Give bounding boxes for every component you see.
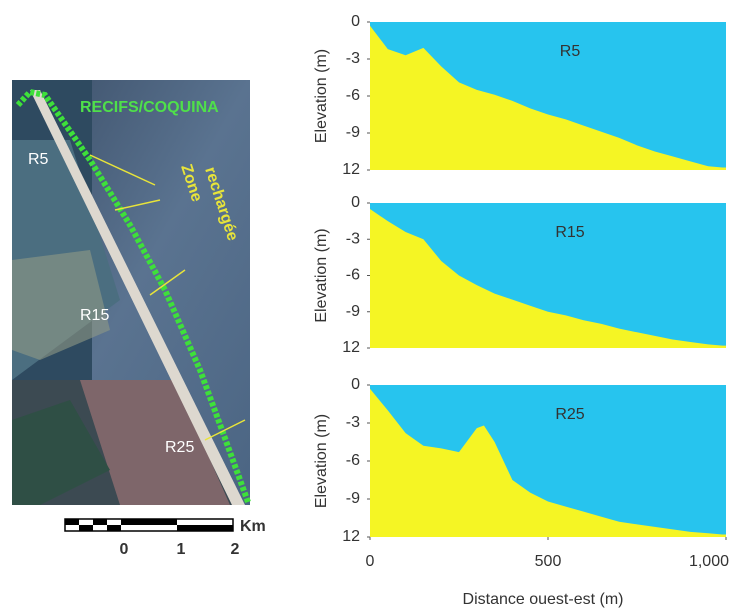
profile-label: R25 (165, 439, 194, 456)
area (370, 209, 726, 348)
y-axis-label: Elevation (m) (313, 414, 330, 508)
y-tick-label: -3 (346, 414, 360, 431)
scale-tick: 0 (120, 541, 129, 558)
y-tick-label: 0 (351, 376, 360, 393)
panel-title: R5 (560, 43, 581, 60)
x-tick-label: 1,000 (689, 553, 729, 570)
area (370, 25, 726, 171)
panel-title: R25 (555, 406, 584, 423)
x-tick-label: 500 (535, 553, 562, 570)
y-tick-label: -6 (346, 87, 360, 104)
scale-tick: 2 (231, 541, 240, 558)
arrows (89, 154, 246, 441)
profile-label: R5 (28, 151, 49, 168)
scale-unit: Km (240, 518, 266, 535)
y-tick-label: 0 (351, 13, 360, 30)
y-tick-label: -9 (346, 490, 360, 507)
y-tick-label: 12 (342, 528, 360, 545)
area (370, 388, 726, 537)
scale-bar (64, 518, 234, 532)
y-tick-label: -6 (346, 267, 360, 284)
reef-line (15, 88, 251, 504)
panel-title: R15 (555, 224, 584, 241)
y-tick-label: -9 (346, 124, 360, 141)
y-axis-label: Elevation (m) (313, 49, 330, 143)
y-tick-label: -3 (346, 50, 360, 67)
satellite-image (12, 80, 250, 505)
y-tick-label: -6 (346, 452, 360, 469)
y-tick-label: 0 (351, 194, 360, 211)
y-tick-label: -9 (346, 303, 360, 320)
y-tick-label: -3 (346, 230, 360, 247)
reef-label: RECIFS/COQUINA (80, 99, 219, 116)
scale-tick: 1 (177, 541, 186, 558)
x-axis-label: Distance ouest-est (m) (463, 591, 624, 608)
x-tick-label: 0 (366, 553, 375, 570)
profile-label: R15 (80, 307, 109, 324)
y-tick-label: 12 (342, 339, 360, 356)
y-axis-label: Elevation (m) (313, 228, 330, 322)
y-tick-label: 12 (342, 161, 360, 178)
